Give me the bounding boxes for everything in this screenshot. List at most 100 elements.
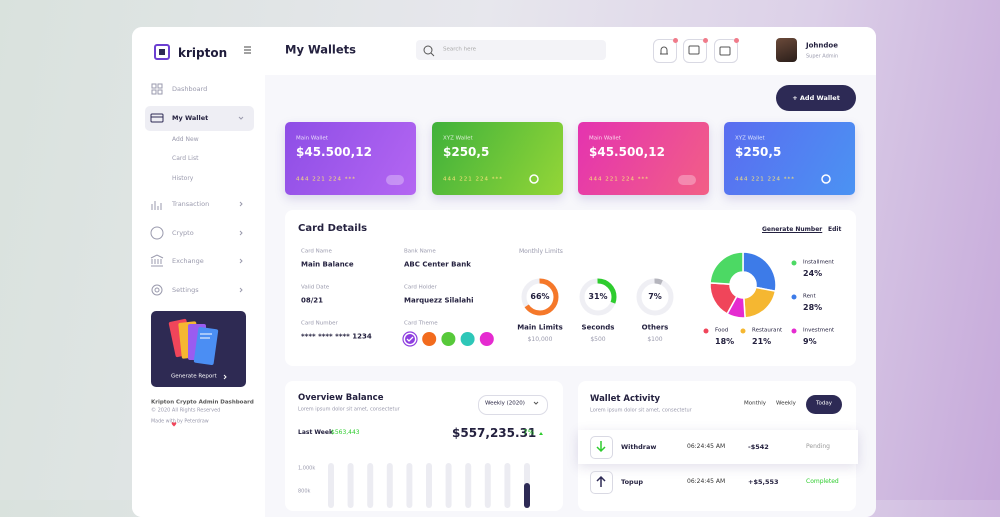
logo-text: kripton	[178, 46, 228, 60]
pie-slice	[742, 251, 777, 293]
donut-arc	[636, 278, 674, 316]
period-label[interactable]: Weekly (2020)	[485, 400, 525, 407]
tab[interactable]: Monthly	[744, 400, 767, 407]
submenu-item[interactable]: Card List	[172, 155, 199, 162]
theme-swatch-inner	[405, 334, 415, 344]
donut-label: 7%	[648, 292, 662, 301]
card-number: 444 221 224 ***	[589, 176, 649, 183]
search-placeholder[interactable]: Search here	[443, 46, 477, 53]
legend-label: Investment	[803, 327, 835, 334]
overview-bars	[328, 463, 530, 508]
limits-title: Monthly Limits	[519, 248, 563, 255]
theme-swatch[interactable]	[422, 332, 437, 346]
card-label: Main Wallet	[589, 135, 621, 142]
pie-slice	[709, 251, 744, 285]
wallet-card[interactable]	[285, 122, 416, 195]
report-illustration	[168, 318, 227, 380]
limit-amount: $100	[647, 336, 663, 343]
wallet-card[interactable]	[432, 122, 563, 195]
field-value: **** **** **** 1234	[301, 332, 372, 341]
logo-icon	[154, 44, 170, 60]
card-number: 444 221 224 ***	[735, 176, 795, 183]
bar-track	[347, 463, 354, 508]
legend-dot	[791, 328, 797, 334]
period-dropdown[interactable]	[478, 395, 548, 415]
card-label: Main Wallet	[296, 135, 328, 142]
theme-swatch[interactable]	[402, 331, 418, 347]
activity-row-highlight[interactable]	[578, 430, 858, 464]
menu-item[interactable]: Settings	[172, 285, 199, 294]
add-wallet-label[interactable]: + Add Wallet	[792, 93, 840, 102]
donut-arc	[579, 278, 617, 316]
wallet-card[interactable]	[578, 122, 709, 195]
activity-type: Topup	[621, 477, 643, 486]
legend-label: Food	[715, 327, 729, 334]
card-number: 444 221 224 ***	[443, 176, 503, 183]
last-week-value: $563,443	[331, 429, 360, 436]
legend-value: 18%	[715, 337, 735, 346]
menu-item[interactable]: Crypto	[172, 228, 194, 237]
y-label: 800k	[298, 488, 311, 495]
section-subtitle: Lorem ipsum dolor sit amet, consectetur	[298, 406, 400, 413]
menu-item[interactable]: My Wallet	[172, 113, 209, 122]
avatar	[776, 38, 797, 62]
theme-swatch[interactable]	[479, 332, 494, 346]
submenu-item[interactable]: History	[172, 175, 194, 182]
up-arrow	[596, 475, 606, 487]
menu-item[interactable]: Dashboard	[172, 84, 208, 93]
logo-icon	[159, 49, 165, 55]
submenu-item[interactable]: Add New	[172, 136, 199, 143]
tab-active[interactable]	[806, 395, 842, 414]
row-icon	[590, 471, 613, 494]
legend-dot	[703, 328, 709, 334]
down-arrow	[596, 441, 606, 453]
activity-type: Withdraw	[621, 442, 657, 451]
theme-swatch[interactable]	[460, 332, 475, 346]
card-balance: $250,5	[443, 145, 490, 159]
dropdown-chevron	[533, 401, 539, 405]
search-icon	[423, 45, 433, 55]
card-label: XYZ Wallet	[735, 135, 765, 142]
badge	[673, 38, 678, 43]
up-arrow	[539, 432, 543, 435]
card-logo	[821, 174, 831, 184]
activity-amount: -$542	[748, 442, 769, 451]
tab[interactable]: Today	[816, 400, 832, 407]
field-label: Card Number	[301, 320, 338, 327]
section-title: Wallet Activity	[590, 393, 661, 404]
legend-value: 24%	[803, 269, 823, 278]
field-label: Bank Name	[404, 248, 436, 255]
bar-track	[426, 463, 432, 508]
limit-name: Others	[641, 323, 669, 332]
search-box[interactable]	[416, 40, 606, 60]
action-link[interactable]: Edit	[828, 226, 842, 233]
bell-icon	[660, 46, 668, 55]
menu-item[interactable]: Transaction	[172, 199, 210, 208]
section-subtitle: Lorem ipsum dolor sit amet, consectetur	[590, 407, 692, 414]
bar-track	[406, 463, 413, 508]
report-button[interactable]: Generate Report	[171, 373, 217, 380]
add-wallet-button[interactable]	[776, 85, 856, 111]
tab[interactable]: Weekly	[776, 400, 796, 407]
menu-item[interactable]: Exchange	[172, 256, 204, 265]
gift-button[interactable]	[714, 38, 739, 63]
message-icon	[688, 45, 700, 55]
activity-time: 06:24:45 AM	[687, 443, 726, 450]
wallet-card[interactable]	[724, 122, 855, 195]
legend-dot	[740, 328, 746, 334]
bar-track	[445, 463, 452, 508]
activity-status: Completed	[806, 478, 839, 485]
action-link[interactable]: Generate Number	[762, 226, 823, 233]
menu-toggle[interactable]	[244, 46, 251, 54]
bar-track	[328, 463, 334, 508]
user-name: Johndoe	[806, 41, 838, 50]
donut-label: 31%	[588, 292, 608, 301]
field-label: Valid Date	[301, 284, 330, 291]
limit-amount: $500	[590, 336, 606, 343]
graphics	[150, 44, 831, 508]
bell-button[interactable]	[653, 38, 678, 63]
legend-label: Restaurant	[752, 327, 783, 334]
message-button[interactable]	[683, 38, 708, 63]
theme-swatch[interactable]	[441, 332, 456, 346]
activity-status: Pending	[806, 443, 830, 450]
